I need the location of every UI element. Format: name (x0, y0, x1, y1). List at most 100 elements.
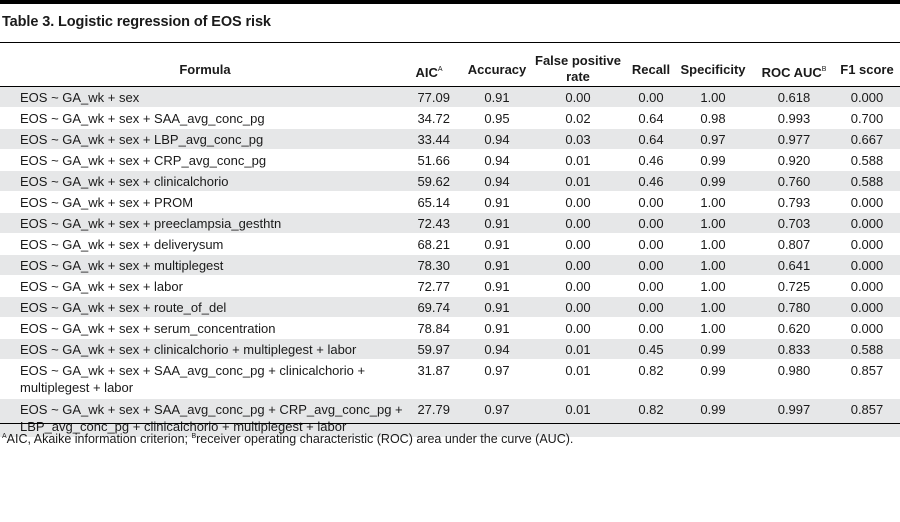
cell-specificity: 0.99 (700, 402, 726, 417)
cell-aic: 72.43 (417, 216, 450, 231)
cell-recall: 0.46 (638, 153, 664, 168)
header-recall: Recall (631, 62, 671, 77)
cell-specificity: 0.97 (700, 132, 726, 147)
cell-formula: EOS ~ GA_wk + sex + route_of_del (20, 300, 227, 315)
table-row: EOS ~ GA_wk + sex + SAA_avg_conc_pg + cl… (0, 359, 900, 398)
cell-roc-auc: 0.641 (777, 258, 811, 273)
cell-roc-auc: 0.997 (777, 402, 811, 417)
cell-f1-score: 0.700 (850, 111, 884, 126)
cell-false-positive-rate: 0.01 (565, 153, 591, 168)
cell-formula: EOS ~ GA_wk + sex + deliverysum (20, 237, 224, 252)
cell-aic: 34.72 (417, 111, 450, 126)
table-row: EOS ~ GA_wk + sex + clinicalchorio 59.62 0… (0, 170, 900, 191)
cell-formula: EOS ~ GA_wk + sex + PROM (20, 195, 194, 210)
cell-accuracy: 0.91 (484, 300, 510, 315)
cell-formula: EOS ~ GA_wk + sex + SAA_avg_conc_pg (20, 111, 265, 126)
cell-formula: EOS ~ GA_wk + sex + serum_concentration (20, 321, 276, 336)
header-accuracy: Accuracy (467, 62, 527, 77)
header-false-positive-rate: False positive rate (535, 53, 621, 84)
cell-formula: EOS ~ GA_wk + sex + SAA_avg_conc_pg + CR… (20, 402, 403, 434)
cell-f1-score: 0.588 (850, 153, 884, 168)
cell-specificity: 1.00 (700, 300, 726, 315)
table-row: EOS ~ GA_wk + sex + labor 72.77 0.91 0.00 0.… (0, 275, 900, 296)
table-header: Formula AICA Accuracy False positive rate… (0, 44, 900, 86)
cell-f1-score: 0.000 (850, 279, 884, 294)
cell-specificity: 1.00 (700, 279, 726, 294)
cell-f1-score: 0.000 (850, 237, 884, 252)
cell-specificity: 0.99 (700, 342, 726, 357)
cell-roc-auc: 0.920 (777, 153, 811, 168)
header-bottom-rule (0, 86, 900, 87)
cell-f1-score: 0.000 (850, 90, 884, 105)
cell-accuracy: 0.91 (484, 321, 510, 336)
cell-roc-auc: 0.618 (777, 90, 811, 105)
table-row: EOS ~ GA_wk + sex + SAA_avg_conc_pg + CR… (0, 398, 900, 437)
cell-false-positive-rate: 0.01 (565, 342, 591, 357)
cell-aic: 72.77 (417, 279, 450, 294)
cell-f1-score: 0.667 (850, 132, 884, 147)
cell-accuracy: 0.97 (484, 402, 510, 417)
cell-accuracy: 0.91 (484, 279, 510, 294)
table-row: EOS ~ GA_wk + sex + CRP_avg_conc_pg 51.66… (0, 149, 900, 170)
cell-aic: 68.21 (417, 237, 450, 252)
cell-specificity: 0.99 (700, 363, 726, 378)
cell-recall: 0.82 (638, 402, 664, 417)
cell-recall: 0.45 (638, 342, 664, 357)
table-row: EOS ~ GA_wk + sex + route_of_del 69.74 0.9… (0, 296, 900, 317)
table-row: EOS ~ GA_wk + sex + clinicalchorio + mul… (0, 338, 900, 359)
cell-f1-score: 0.000 (850, 300, 884, 315)
cell-roc-auc: 0.993 (777, 111, 811, 126)
cell-false-positive-rate: 0.01 (565, 174, 591, 189)
cell-specificity: 0.99 (700, 153, 726, 168)
cell-aic: 31.87 (417, 363, 450, 378)
cell-aic: 78.84 (417, 321, 450, 336)
cell-false-positive-rate: 0.00 (565, 216, 591, 231)
cell-false-positive-rate: 0.00 (565, 237, 591, 252)
cell-formula: EOS ~ GA_wk + sex + clinicalchorio + mul… (20, 342, 357, 357)
cell-false-positive-rate: 0.00 (565, 195, 591, 210)
cell-accuracy: 0.94 (484, 174, 510, 189)
cell-formula: EOS ~ GA_wk + sex + CRP_avg_conc_pg (20, 153, 267, 168)
table-caption: Table 3. Logistic regression of EOS risk (2, 14, 271, 30)
cell-recall: 0.00 (638, 195, 664, 210)
cell-aic: 27.79 (417, 402, 450, 417)
cell-specificity: 1.00 (700, 321, 726, 336)
cell-aic: 77.09 (417, 90, 450, 105)
cell-f1-score: 0.000 (850, 216, 884, 231)
table-row: EOS ~ GA_wk + sex + LBP_avg_conc_pg 33.44… (0, 128, 900, 149)
cell-false-positive-rate: 0.02 (565, 111, 591, 126)
cell-roc-auc: 0.807 (777, 237, 811, 252)
top-rule (0, 0, 900, 4)
cell-recall: 0.46 (638, 174, 664, 189)
cell-aic: 51.66 (417, 153, 450, 168)
header-top-rule (0, 42, 900, 43)
cell-false-positive-rate: 0.01 (565, 363, 591, 378)
cell-false-positive-rate: 0.01 (565, 402, 591, 417)
cell-aic: 59.62 (417, 174, 450, 189)
cell-f1-score: 0.857 (850, 402, 884, 417)
cell-false-positive-rate: 0.00 (565, 279, 591, 294)
table-row: EOS ~ GA_wk + sex + serum_concentration 7… (0, 317, 900, 338)
cell-recall: 0.00 (638, 300, 664, 315)
cell-aic: 78.30 (417, 258, 450, 273)
cell-roc-auc: 0.980 (777, 363, 811, 378)
cell-specificity: 1.00 (700, 216, 726, 231)
cell-accuracy: 0.94 (484, 342, 510, 357)
cell-accuracy: 0.91 (484, 258, 510, 273)
cell-aic: 65.14 (417, 195, 450, 210)
cell-roc-auc: 0.977 (777, 132, 811, 147)
table-row: EOS ~ GA_wk + sex + SAA_avg_conc_pg 34.72… (0, 107, 900, 128)
cell-accuracy: 0.91 (484, 195, 510, 210)
table-row: EOS ~ GA_wk + sex 77.09 0.91 0.00 0.00 1.00 0.… (0, 87, 900, 107)
cell-aic: 33.44 (417, 132, 450, 147)
cell-roc-auc: 0.793 (777, 195, 811, 210)
cell-formula: EOS ~ GA_wk + sex + SAA_avg_conc_pg + cl… (20, 363, 366, 395)
cell-recall: 0.64 (638, 132, 664, 147)
cell-accuracy: 0.91 (484, 237, 510, 252)
cell-recall: 0.64 (638, 111, 664, 126)
cell-roc-auc: 0.620 (777, 321, 811, 336)
cell-false-positive-rate: 0.00 (565, 258, 591, 273)
cell-specificity: 0.99 (700, 174, 726, 189)
header-f1-score: F1 score (840, 62, 894, 77)
cell-formula: EOS ~ GA_wk + sex + LBP_avg_conc_pg (20, 132, 264, 147)
